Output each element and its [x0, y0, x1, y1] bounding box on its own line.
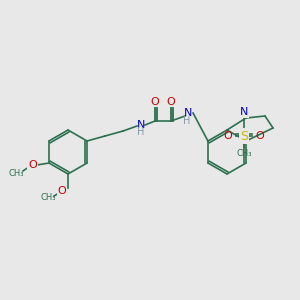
- Text: CH₃: CH₃: [8, 169, 24, 178]
- Text: O: O: [256, 131, 264, 141]
- Text: H: H: [137, 127, 145, 137]
- Text: O: O: [151, 97, 159, 107]
- Text: O: O: [224, 131, 232, 141]
- Text: S: S: [240, 130, 248, 142]
- Text: O: O: [28, 160, 37, 170]
- Text: CH₃: CH₃: [236, 149, 252, 158]
- Text: O: O: [58, 186, 66, 196]
- Text: N: N: [184, 108, 192, 118]
- Text: O: O: [167, 97, 176, 107]
- Text: H: H: [183, 116, 191, 126]
- Text: N: N: [137, 120, 145, 130]
- Text: N: N: [240, 107, 248, 117]
- Text: CH₃: CH₃: [40, 194, 56, 202]
